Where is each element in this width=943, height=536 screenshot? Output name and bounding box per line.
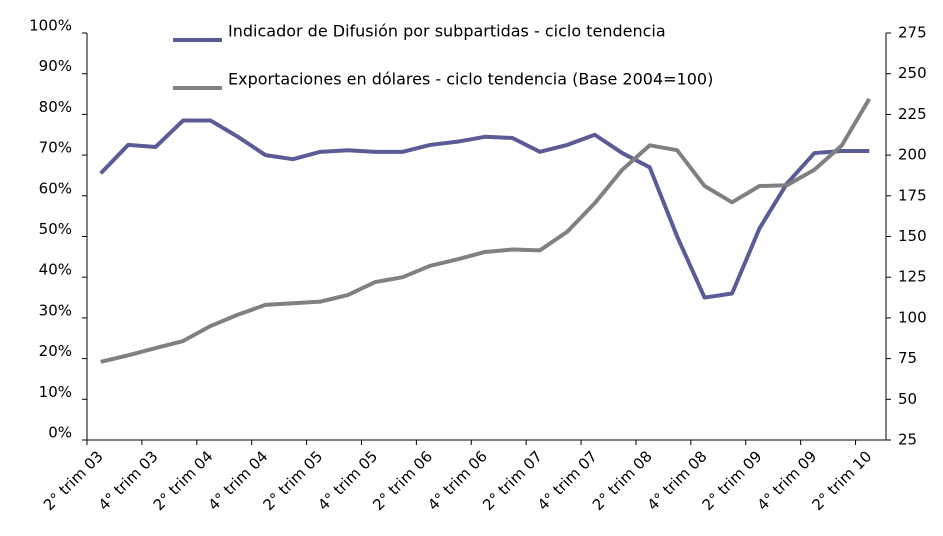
y2-tick-label: 275 [898,24,927,42]
y-tick-label: 80% [39,98,72,116]
y2-tick-label: 250 [898,64,927,82]
y-tick-label: 50% [39,220,72,238]
y-tick-label: 40% [39,261,72,279]
y2-tick-label: 175 [898,186,927,204]
series-line [100,97,871,364]
legend-label: Exportaciones en dólares - ciclo tendenc… [228,70,713,89]
y2-tick-label: 200 [898,146,927,164]
y-tick-label: 10% [39,383,72,401]
y-tick-label: 20% [39,342,72,360]
y2-tick-label: 125 [898,268,927,286]
y-tick-label: 0% [48,424,72,442]
y-tick-label: 30% [39,301,72,319]
y2-tick-label: 150 [898,227,927,245]
y-tick-label: 100% [29,17,72,35]
y-tick-label: 60% [39,179,72,197]
legend-label: Indicador de Difusión por subpartidas - … [228,22,666,41]
y2-tick-label: 50 [898,390,917,408]
y2-tick-label: 100 [898,308,927,326]
y2-tick-label: 225 [898,105,927,123]
y2-tick-label: 25 [898,431,917,449]
y-tick-label: 90% [39,57,72,75]
y2-tick-label: 75 [898,349,917,367]
x-tick-label: 2° trim 10 [808,447,875,514]
y-tick-label: 70% [39,139,72,157]
series-line [99,118,870,300]
